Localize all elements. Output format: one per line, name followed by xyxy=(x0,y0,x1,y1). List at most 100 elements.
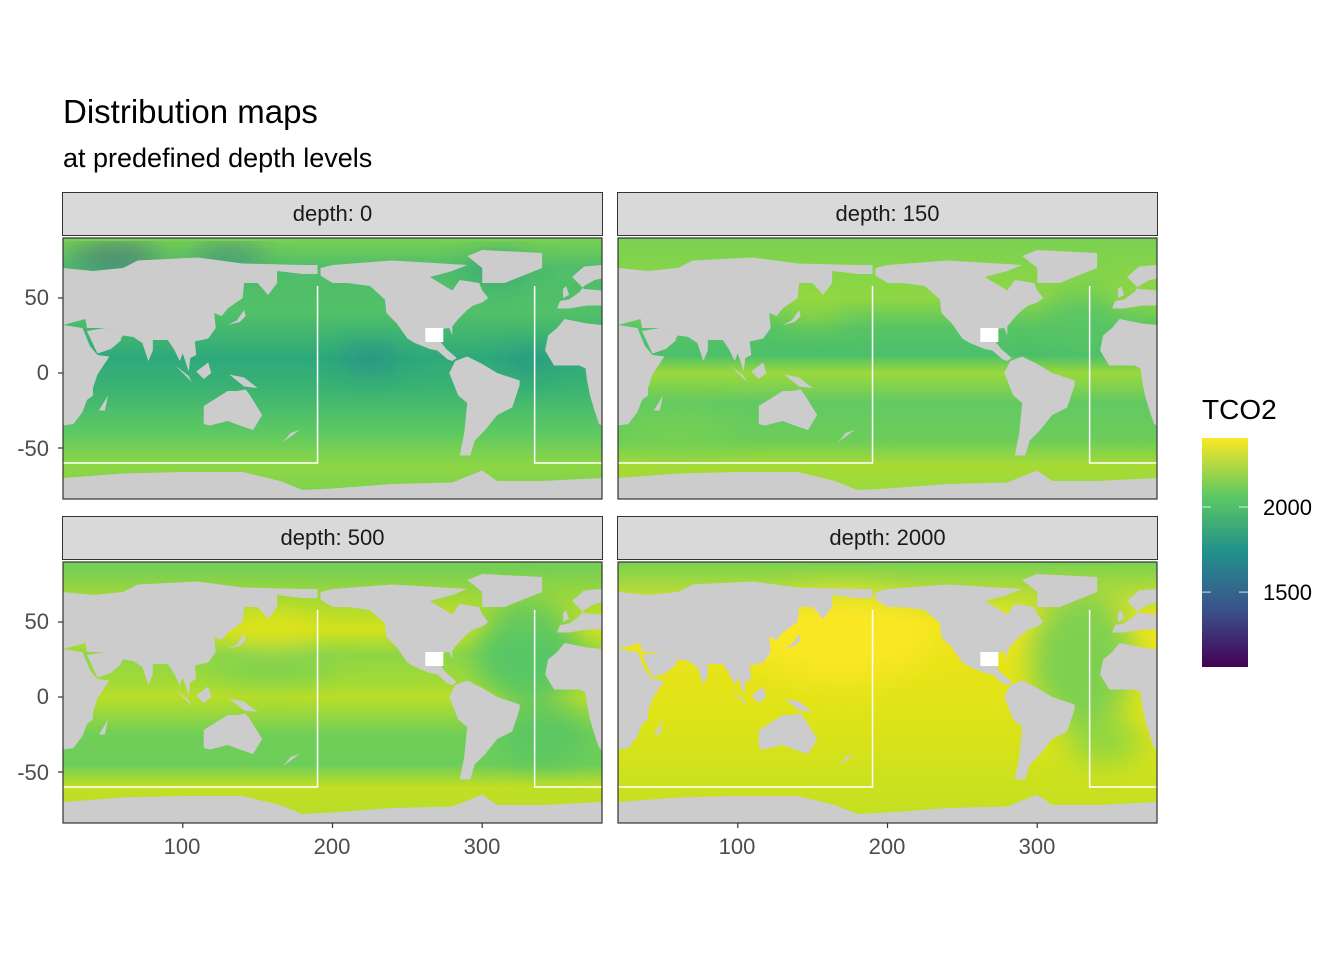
land-britain xyxy=(1118,610,1125,622)
y-tick-label: -50 xyxy=(17,760,49,785)
land-africa xyxy=(63,325,110,426)
facet-label: depth: 2000 xyxy=(829,525,946,550)
colorbar xyxy=(1202,438,1248,667)
x-tick-label: 100 xyxy=(163,834,201,859)
facet-label: depth: 500 xyxy=(280,525,385,550)
legend-tick-label: 2000 xyxy=(1263,495,1312,520)
y-tick-label: -50 xyxy=(17,436,49,461)
land-samerica xyxy=(1004,680,1075,780)
land-samerica xyxy=(449,680,520,780)
facet-strip-depth-150: depth: 150 xyxy=(617,192,1158,236)
land-borneo xyxy=(751,362,767,379)
land-arabia xyxy=(641,328,677,354)
land-antarctica xyxy=(618,470,1157,499)
land-nz xyxy=(838,754,855,766)
missing-data xyxy=(980,328,999,342)
basin-boundary xyxy=(533,610,602,788)
land-japan xyxy=(227,310,246,325)
basin-boundary xyxy=(1088,610,1157,788)
land-antarctica xyxy=(63,794,602,823)
land-borneo xyxy=(196,362,212,379)
panel-border xyxy=(617,237,1158,500)
land-arabia xyxy=(641,652,677,678)
tco2-region xyxy=(497,704,588,765)
x-tick-label: 200 xyxy=(313,834,351,859)
basin-boundary xyxy=(618,610,874,788)
land-nz xyxy=(283,430,300,442)
chart-subtitle: at predefined depth levels xyxy=(63,143,373,173)
map-panel-depth-150 xyxy=(617,237,1158,500)
land-samerica xyxy=(449,356,520,456)
land-britain xyxy=(563,610,570,622)
land-britain xyxy=(1118,286,1125,298)
missing-data xyxy=(425,652,444,666)
y-tick-label: 50 xyxy=(24,285,49,310)
tco2-region xyxy=(339,346,400,370)
tco2-region xyxy=(504,352,550,370)
facet-strip-depth-2000: depth: 2000 xyxy=(617,516,1158,560)
land-greenland xyxy=(467,574,543,607)
land-europe xyxy=(557,265,602,309)
land-europe xyxy=(1112,589,1157,633)
land-sumatra xyxy=(730,689,747,706)
tco2-region xyxy=(1044,290,1120,351)
land-madagascar xyxy=(653,395,663,411)
land-europe xyxy=(557,589,602,633)
facet-label: depth: 150 xyxy=(835,201,940,226)
land-borneo xyxy=(751,686,767,703)
land-greenland xyxy=(1022,250,1098,283)
land-namerica xyxy=(320,584,489,685)
basin-boundary xyxy=(533,286,602,464)
land-madagascar xyxy=(653,719,663,735)
map-panel-depth-0 xyxy=(58,237,603,500)
tco2-region xyxy=(618,418,738,448)
x-tick-label: 100 xyxy=(718,834,756,859)
panel-border xyxy=(62,237,603,500)
land-japan xyxy=(227,634,246,649)
land-borneo xyxy=(196,686,212,703)
land-africa xyxy=(618,325,665,426)
y-tick-label: 0 xyxy=(36,360,49,385)
land-nz xyxy=(838,430,855,442)
land-newguinea xyxy=(784,374,813,388)
x-tick-label: 300 xyxy=(1018,834,1056,859)
land-sumatra xyxy=(175,365,192,382)
land-wafrica xyxy=(545,319,602,426)
land-arabia xyxy=(86,652,122,678)
facet-strip-depth-0: depth: 0 xyxy=(62,192,603,236)
land-madagascar xyxy=(98,719,108,735)
y-tick-label: 0 xyxy=(36,684,49,709)
missing-data xyxy=(425,328,444,342)
land-namerica xyxy=(875,260,1044,361)
land-sumatra xyxy=(175,689,192,706)
chart-title: Distribution maps xyxy=(63,93,318,130)
land-australia xyxy=(203,389,263,430)
land-japan xyxy=(782,634,801,649)
land-samerica xyxy=(1004,356,1075,456)
land-europe xyxy=(1112,265,1157,309)
y-tick-label: 50 xyxy=(24,609,49,634)
land-greenland xyxy=(1022,574,1098,607)
land-newguinea xyxy=(229,374,258,388)
land-namerica xyxy=(875,584,1044,685)
land-japan xyxy=(782,310,801,325)
land-newguinea xyxy=(784,698,813,712)
legend-tick-label: 1500 xyxy=(1263,580,1312,605)
land-antarctica xyxy=(63,470,602,499)
tco2-region xyxy=(227,614,318,645)
land-australia xyxy=(758,389,818,430)
land-arabia xyxy=(86,328,122,354)
land-antarctica xyxy=(618,794,1157,823)
tco2-region xyxy=(212,655,333,679)
basin-boundary xyxy=(63,610,319,788)
land-wafrica xyxy=(545,643,602,750)
tco2-region xyxy=(1029,592,1135,727)
land-greenland xyxy=(467,250,543,283)
land-australia xyxy=(758,713,818,754)
x-tick-label: 200 xyxy=(868,834,906,859)
basin-boundary xyxy=(63,286,319,464)
land-namerica xyxy=(320,260,489,361)
land-eurasia xyxy=(618,581,873,696)
